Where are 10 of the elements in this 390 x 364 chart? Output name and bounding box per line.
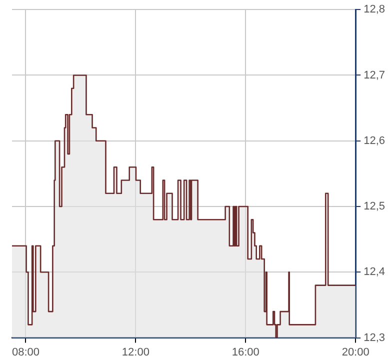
x-tick-label: 12:00 [122,346,150,358]
y-tick-label: 12,5 [364,200,386,213]
y-tick-label: 12,8 [364,4,386,16]
x-tick-label: 16:00 [232,346,260,358]
y-tick-label: 12,6 [364,134,386,147]
x-tick-label: 20:00 [342,346,370,358]
y-tick-label: 12,4 [364,266,386,278]
y-tick-label: 12,3 [364,332,386,344]
x-tick-label: 08:00 [12,346,40,358]
y-tick-label: 12,7 [364,69,386,82]
